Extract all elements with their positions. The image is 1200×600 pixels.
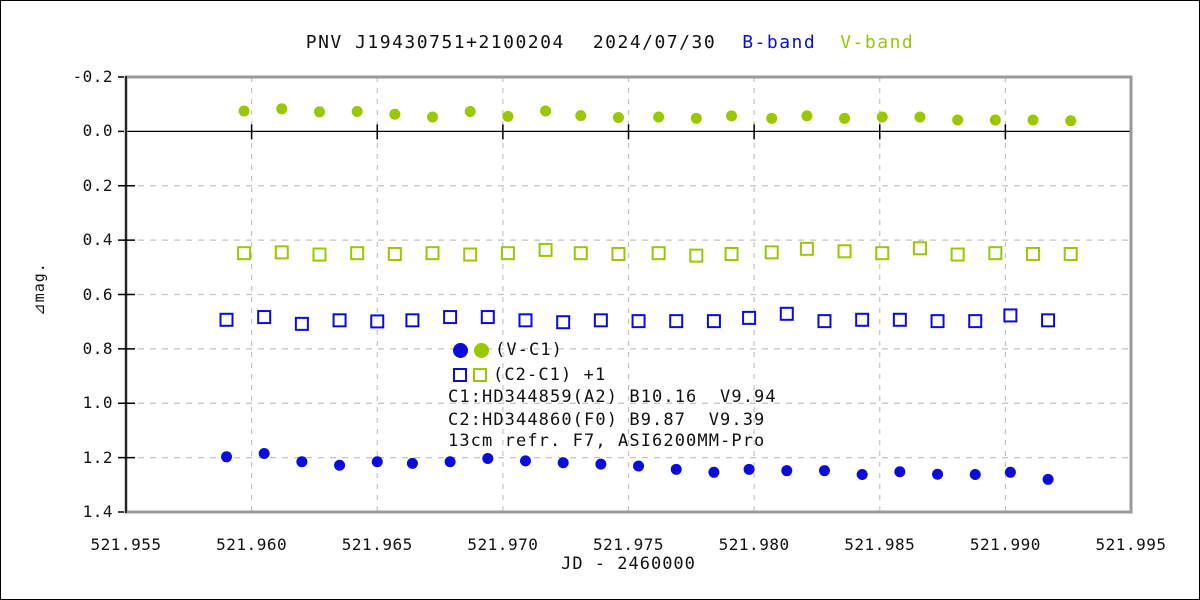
chart-title: PNV J19430751+2100204 2024/07/30 B-band … xyxy=(11,32,1199,53)
x-tick-label: 521.980 xyxy=(718,535,790,554)
x-tick-label: 521.955 xyxy=(90,535,162,554)
y-tick-label: 0.6 xyxy=(82,284,113,304)
y-tick-label: 0.8 xyxy=(82,338,113,358)
legend-c2c1-label: (C2-C1) +1 xyxy=(493,365,607,385)
b-band-label: B-band xyxy=(742,32,817,53)
v-band-label: V-band xyxy=(840,32,915,53)
x-tick-label: 521.970 xyxy=(467,535,539,554)
x-tick-label: 521.995 xyxy=(1095,535,1167,554)
b-open-square-icon xyxy=(453,368,467,382)
b-band-c2-c1-1-points xyxy=(219,306,1056,331)
v-filled-circle-icon xyxy=(474,342,489,358)
observation-date: 2024/07/30 xyxy=(592,32,717,53)
legend-row-c2c1: (C2-C1) +1 xyxy=(453,365,607,385)
y-tick-label: -0.2 xyxy=(72,67,113,86)
equipment-note: 13cm refr. F7, ASI6200MM-Pro xyxy=(448,431,766,451)
y-tick-label: 1.4 xyxy=(82,502,113,521)
x-tick-label: 521.975 xyxy=(593,535,664,554)
x-tick-label: 521.990 xyxy=(969,535,1041,554)
x-tick-label: 521.985 xyxy=(844,535,916,554)
v-band-c2-c1-1-points xyxy=(237,241,1078,263)
x-axis-label: JD - 2460000 xyxy=(561,554,696,574)
x-tick-label: 521.965 xyxy=(341,535,413,554)
y-tick-label: 0.4 xyxy=(82,230,113,250)
comparison-star-c1: C1:HD344859(A2) B10.16 V9.94 xyxy=(448,387,777,407)
y-tick-label: 0.0 xyxy=(82,121,113,141)
b-filled-circle-icon xyxy=(453,342,468,358)
legend-vc1-label: (V-C1) xyxy=(495,340,564,360)
b-band-v-c1-points xyxy=(221,448,1054,485)
comparison-star-c2: C2:HD344860(F0) B9.87 V9.39 xyxy=(448,410,766,430)
v-open-square-icon xyxy=(473,368,487,382)
object-name: PNV J19430751+2100204 xyxy=(305,32,565,53)
y-tick-label: 1.2 xyxy=(82,447,113,467)
y-tick-label: 1.0 xyxy=(82,393,113,413)
legend-row-vc1: (V-C1) xyxy=(453,340,564,360)
y-tick-label: 0.2 xyxy=(82,175,113,195)
v-band-v-c1-points xyxy=(238,103,1077,127)
x-tick-label: 521.960 xyxy=(216,535,288,554)
